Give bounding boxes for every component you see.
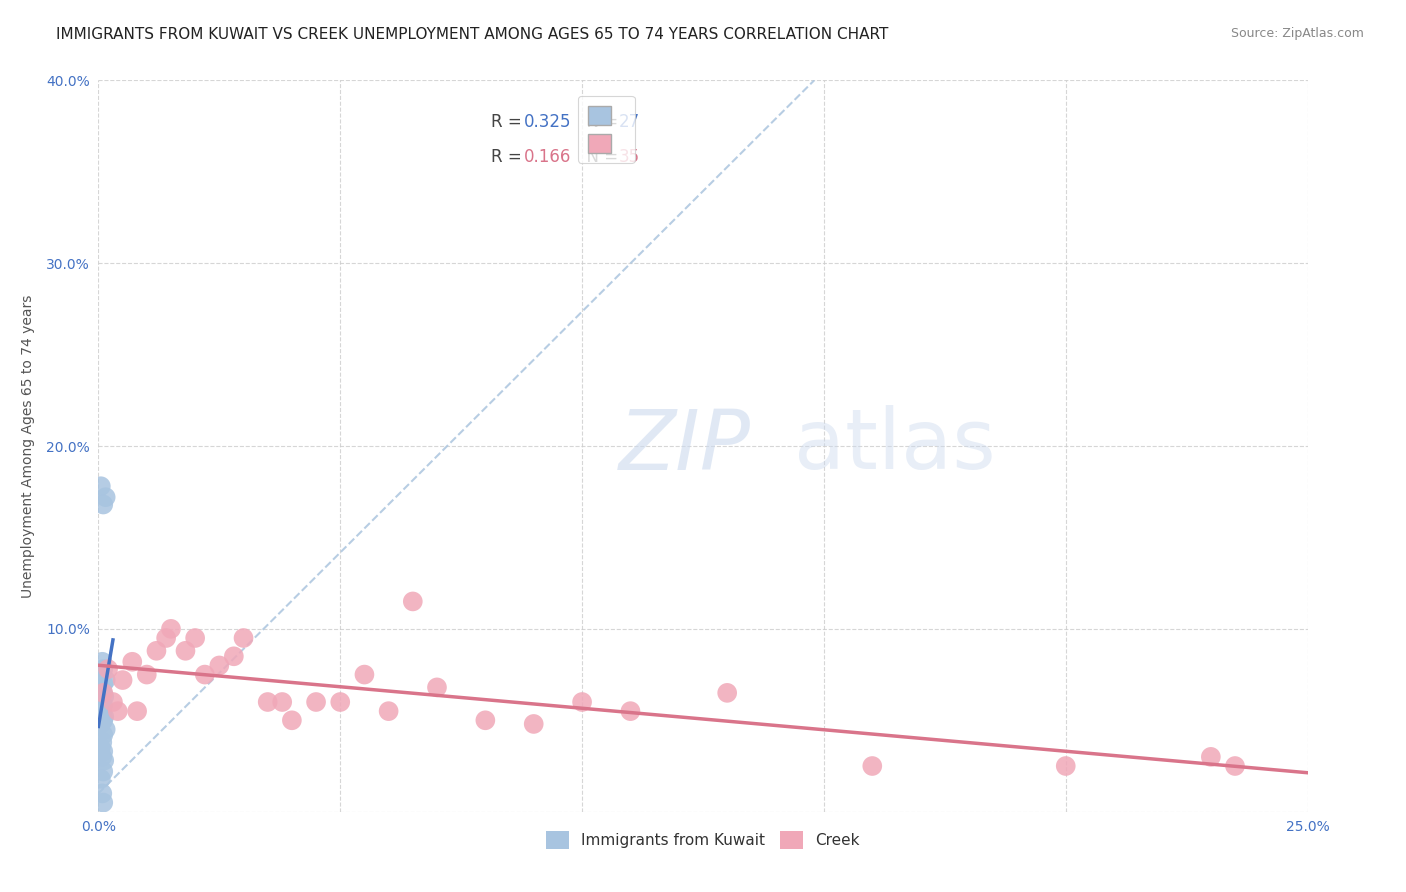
Text: 0.166: 0.166 [524, 147, 571, 166]
Point [93, 754, 115, 768]
Point [91, 787, 114, 801]
Text: ZIP: ZIP [619, 406, 751, 486]
Point [90, 772, 112, 786]
Text: R =: R = [492, 113, 527, 131]
Point [91, 796, 114, 810]
Point [1199, 749, 1222, 764]
Point [91, 749, 114, 764]
Point [91, 698, 114, 713]
Point [377, 704, 399, 718]
Text: R =: R = [492, 147, 527, 166]
Point [97, 662, 120, 676]
Text: 35: 35 [619, 147, 640, 166]
Point [90, 695, 112, 709]
Point [107, 704, 129, 718]
Point [232, 631, 254, 645]
Point [155, 631, 177, 645]
Point [329, 695, 352, 709]
Text: Source: ZipAtlas.com: Source: ZipAtlas.com [1230, 27, 1364, 40]
Point [271, 695, 294, 709]
Point [94, 723, 117, 737]
Text: IMMIGRANTS FROM KUWAIT VS CREEK UNEMPLOYMENT AMONG AGES 65 TO 74 YEARS CORRELATI: IMMIGRANTS FROM KUWAIT VS CREEK UNEMPLOY… [56, 27, 889, 42]
Point [91, 498, 114, 512]
Point [91, 744, 114, 758]
Point [91, 714, 114, 728]
Point [121, 655, 143, 669]
Point [90, 667, 112, 681]
Point [860, 759, 883, 773]
Point [402, 594, 425, 608]
Point [90, 479, 112, 493]
Text: 27: 27 [619, 113, 640, 131]
Point [91, 728, 114, 742]
Point [571, 695, 593, 709]
Text: N =: N = [576, 147, 623, 166]
Text: 0.325: 0.325 [524, 113, 572, 131]
Point [94, 490, 117, 504]
Point [91, 662, 114, 676]
Text: atlas: atlas [793, 406, 995, 486]
Point [93, 690, 115, 704]
Point [426, 681, 449, 695]
Point [305, 695, 328, 709]
Point [91, 704, 114, 718]
Point [90, 740, 112, 755]
Point [91, 735, 114, 749]
Point [256, 695, 278, 709]
Point [184, 631, 207, 645]
Point [160, 622, 183, 636]
Point [523, 717, 546, 731]
Point [91, 764, 114, 779]
Text: N =: N = [576, 113, 623, 131]
Point [90, 717, 112, 731]
Point [619, 704, 641, 718]
Point [474, 714, 496, 728]
Point [91, 676, 114, 690]
Y-axis label: Unemployment Among Ages 65 to 74 years: Unemployment Among Ages 65 to 74 years [21, 294, 35, 598]
Point [353, 667, 375, 681]
Point [135, 667, 157, 681]
Point [174, 644, 197, 658]
Point [145, 644, 167, 658]
Point [101, 695, 124, 709]
Point [91, 686, 114, 700]
Point [93, 709, 115, 723]
Point [281, 714, 304, 728]
Point [94, 673, 117, 687]
Point [111, 673, 134, 687]
Point [1054, 759, 1077, 773]
Point [1223, 759, 1246, 773]
Legend: Immigrants from Kuwait, Creek: Immigrants from Kuwait, Creek [540, 824, 866, 855]
Point [127, 704, 149, 718]
Point [91, 686, 114, 700]
Point [91, 655, 114, 669]
Point [222, 649, 245, 664]
Point [194, 667, 217, 681]
Point [208, 658, 231, 673]
Point [716, 686, 738, 700]
